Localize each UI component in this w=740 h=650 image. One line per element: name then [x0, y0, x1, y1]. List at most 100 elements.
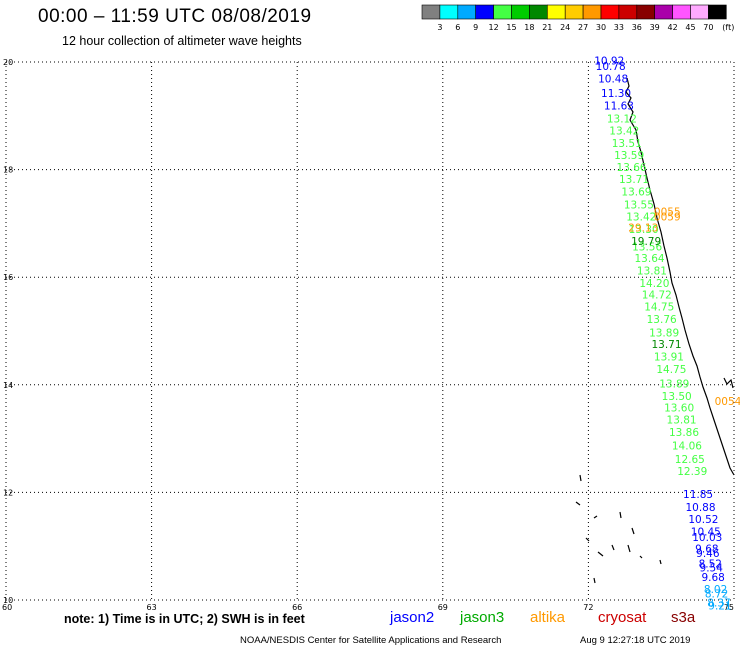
- scale-swatch-8: [564, 4, 584, 20]
- jason2-track-value-13: 9.54: [700, 562, 724, 574]
- scale-swatch-5: [511, 4, 530, 20]
- jason2-light-track-value-1: 8.72: [705, 588, 728, 600]
- jason2-light-track-value-3: 9.21: [708, 601, 731, 613]
- lon-tick-75: 75: [724, 603, 734, 612]
- jason3-track-value-3: 13.59: [614, 150, 644, 162]
- scale-swatch-15: [690, 4, 709, 20]
- jason3-track-value-18: 13.91: [654, 352, 684, 364]
- jason2-track-value-10: 9.68: [695, 544, 718, 556]
- coastline: [575, 77, 735, 584]
- lon-tick-66: 66: [292, 603, 302, 612]
- jason2-track-value-7: 10.52: [688, 514, 718, 526]
- scale-swatch-1: [439, 4, 459, 20]
- jason2-track-value-14: 9.68: [701, 572, 724, 584]
- jason3-track-value-24: 13.86: [669, 427, 699, 439]
- jason3-track-value-20: 13.89: [659, 378, 689, 390]
- altika-track-value-0: 29.13: [628, 222, 658, 234]
- lon-tick-60: 60: [2, 603, 12, 612]
- jason2-light-track-value-2: 8.37: [707, 597, 730, 609]
- scale-label-70: 70: [703, 23, 713, 32]
- jason3-track-value-26: 12.65: [675, 454, 705, 466]
- map-grid: [5, 61, 735, 601]
- lakshadweep-islands: [575, 474, 662, 584]
- scale-label-42: 42: [668, 23, 678, 32]
- map-subtitle: 12 hour collection of altimeter wave hei…: [62, 34, 302, 48]
- jason2-track-value-0: 10.92: [594, 56, 624, 68]
- scale-label-39: 39: [650, 23, 660, 32]
- jason3-track-value-5: 13.71: [619, 174, 649, 186]
- jason3-track-value-9: 13.30: [629, 224, 659, 236]
- units-note: note: 1) Time is in UTC; 2) SWH is in fe…: [64, 612, 305, 626]
- scale-label-30: 30: [596, 23, 606, 32]
- scale-swatch-0: [421, 4, 441, 20]
- lat-tick-10: 10: [3, 596, 13, 605]
- scale-label-21: 21: [542, 23, 552, 32]
- jason3-track-value-1: 13.42: [609, 126, 639, 138]
- lat-tick-12: 12: [3, 488, 13, 497]
- scale-label-27: 27: [578, 23, 588, 32]
- altika-track-value-2: 0059: [654, 212, 681, 224]
- scale-unit: (ft): [722, 23, 734, 32]
- scale-label-15: 15: [506, 23, 516, 32]
- scale-label-18: 18: [524, 23, 534, 32]
- jason2-track-value-5: 11.85: [683, 489, 713, 501]
- jason2-track-value-11: 9.46: [696, 548, 720, 560]
- jason2-track-value-4: 11.63: [604, 100, 634, 112]
- credit-line: NOAA/NESDIS Center for Satellite Applica…: [240, 635, 502, 646]
- jason3-track-value-2: 13.51: [612, 138, 642, 150]
- scale-swatch-14: [672, 4, 691, 20]
- jason3-track-value-22: 13.60: [664, 403, 694, 415]
- jason3-track-value-25: 14.06: [672, 440, 702, 452]
- jason3-track-value-8: 13.42: [626, 212, 656, 224]
- jason3-track-value-21: 13.50: [662, 391, 692, 403]
- scale-swatch-16: [708, 4, 727, 20]
- jason3-track-value-6: 13.69: [621, 186, 651, 198]
- scale-swatch-6: [529, 4, 548, 20]
- scale-label-12: 12: [489, 23, 499, 32]
- jason2-track-value-8: 10.45: [691, 526, 721, 538]
- legend-s3a: s3a: [671, 609, 696, 626]
- scale-swatch-4: [493, 4, 512, 20]
- lon-tick-69: 69: [438, 603, 448, 612]
- scale-label-6: 6: [455, 23, 460, 32]
- map-title: 00:00 – 11:59 UTC 08/08/2019: [38, 6, 312, 27]
- color-scale: 3 6 9 12 15 18 21 24 27 30 33 36 39 42 45 70 (ft): [421, 4, 734, 32]
- lat-tick-14: 14: [3, 381, 13, 390]
- jason2-track-value-1: 10.78: [596, 61, 626, 73]
- coastline-west-india: [625, 77, 735, 476]
- lon-tick-72: 72: [583, 603, 593, 612]
- scale-swatch-10: [600, 4, 620, 20]
- jason3-track-value-17: 13.89: [649, 327, 679, 339]
- coastline-inlet: [723, 377, 734, 389]
- jason3-track-value-13: 14.20: [639, 278, 669, 290]
- scale-label-3: 3: [437, 23, 442, 32]
- jason3-track-value-0: 13.12: [607, 113, 637, 125]
- jason3-track-value-12: 13.81: [637, 266, 667, 278]
- jason3-track-value-16: 13.76: [647, 314, 677, 326]
- jason3-track-value-27: 12.39: [677, 466, 707, 478]
- jason3-track-value-11: 13.64: [635, 253, 665, 265]
- scale-label-36: 36: [632, 23, 642, 32]
- scale-label-9: 9: [473, 23, 478, 32]
- altika-track-value-3: 0054: [715, 396, 740, 408]
- scale-label-24: 24: [560, 23, 570, 32]
- lat-tick-16: 16: [3, 273, 13, 282]
- scale-label-33: 33: [614, 23, 624, 32]
- scale-swatch-11: [618, 4, 638, 20]
- jason3-dark-track-value-0: 19.79: [631, 236, 661, 248]
- jason2-track-value-12: 8.52: [699, 559, 722, 571]
- jason3-track-value-10: 13.56: [632, 241, 662, 253]
- lon-tick-63: 63: [147, 603, 157, 612]
- altika-track-value-1: 0055: [654, 206, 681, 218]
- legend-jason2: jason2: [390, 609, 435, 626]
- scale-swatch-3: [475, 4, 494, 20]
- scale-swatch-13: [654, 4, 673, 20]
- jason3-track-value-14: 14.72: [642, 290, 672, 302]
- legend-cryosat: cryosat: [598, 609, 647, 626]
- lat-tick-20: 20: [3, 58, 13, 67]
- jason3-track-value-4: 13.66: [617, 162, 647, 174]
- jason2-light-track-value-0: 8.02: [704, 584, 727, 596]
- scale-swatch-2: [457, 4, 476, 20]
